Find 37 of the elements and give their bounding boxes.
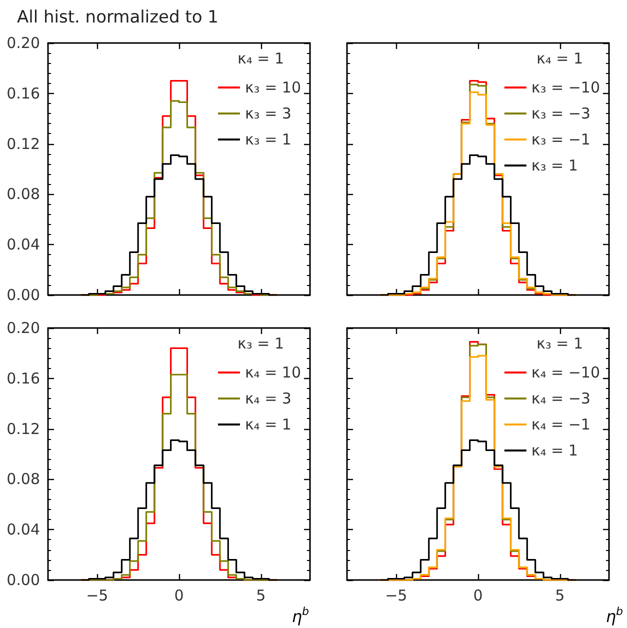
- legend-label: κ₄ = −10: [531, 364, 600, 382]
- legend-title: κ₃ = 1: [536, 334, 584, 352]
- y-tick-label: 0.12: [6, 134, 40, 153]
- x-tick-label: 5: [555, 586, 565, 604]
- y-tick-label: 0.12: [6, 420, 40, 438]
- y-tick-label: 0.00: [6, 286, 40, 304]
- legend-label: κ₃ = −1: [531, 130, 590, 148]
- y-tick-label: 0.04: [6, 520, 40, 539]
- y-tick-label: 0.00: [6, 571, 40, 589]
- legend-label: κ₄ = 1: [244, 416, 292, 434]
- legend-label: κ₄ = −1: [531, 416, 590, 434]
- legend-label: κ₄ = 10: [244, 364, 301, 382]
- legend-label: κ₃ = −3: [531, 104, 590, 122]
- y-tick-label: 0.20: [6, 34, 40, 52]
- y-tick-label: 0.16: [6, 84, 40, 102]
- y-tick-label: 0.16: [6, 369, 40, 388]
- legend-label: κ₄ = −3: [531, 390, 590, 408]
- x-tick-label: 5: [256, 586, 266, 604]
- legend-label: κ₃ = 1: [531, 156, 578, 174]
- y-tick-label: 0.20: [6, 319, 40, 337]
- x-tick-label: −5: [86, 586, 108, 604]
- legend-title: κ₄ = 1: [238, 50, 284, 68]
- y-tick-label: 0.08: [6, 470, 40, 488]
- x-tick-label: 0: [473, 586, 483, 604]
- legend-label: κ₄ = 1: [531, 442, 578, 460]
- y-tick-label: 0.04: [6, 236, 40, 254]
- x-tick-label: −5: [385, 586, 408, 604]
- y-tick-label: 0.08: [6, 185, 40, 204]
- legend-label: κ₃ = 10: [244, 78, 301, 96]
- legend-title: κ₃ = 1: [238, 334, 284, 352]
- legend-label: κ₃ = −10: [531, 78, 600, 96]
- chart-title: All hist. normalized to 1: [17, 8, 218, 28]
- legend-label: κ₃ = 1: [244, 130, 292, 148]
- x-tick-label: 0: [174, 586, 184, 604]
- legend-title: κ₄ = 1: [536, 50, 584, 68]
- legend-label: κ₄ = 3: [244, 390, 292, 408]
- legend-label: κ₃ = 3: [244, 104, 292, 122]
